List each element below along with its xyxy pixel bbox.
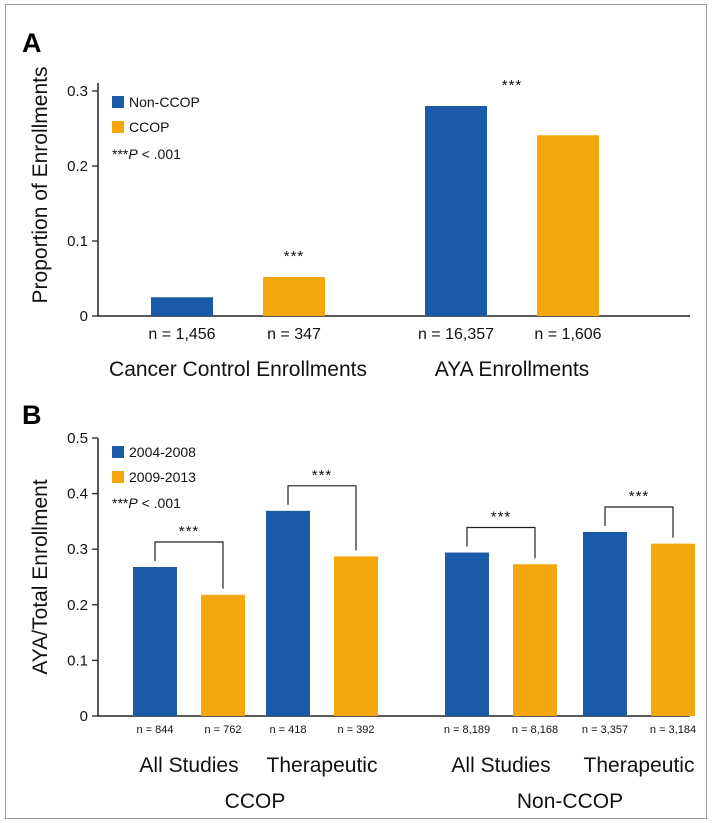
panel-b-bar — [583, 531, 627, 716]
panel-b-group-label: Therapeutic — [267, 754, 378, 777]
panel-b-bar — [266, 510, 310, 716]
panel-b-ylabel: AYA/Total Enrollment — [29, 479, 52, 674]
panel-b-category-label: Non-CCOP — [517, 790, 623, 813]
panel-b-n-label: n = 3,357 — [582, 724, 628, 736]
panel-a-y-tick-label: 0 — [80, 308, 88, 325]
panel-b-n-label: n = 844 — [136, 724, 173, 736]
panel-a-bar — [537, 135, 599, 316]
panel-b-significance-bracket — [604, 506, 674, 538]
panel-b-n-label: n = 8,168 — [512, 724, 558, 736]
panel-b-bar — [445, 552, 489, 716]
panel-b-y-tick-label: 0.1 — [67, 652, 88, 669]
legend-label-2009-2013: 2009-2013 — [129, 469, 196, 485]
legend-swatch-2009-2013 — [112, 471, 124, 483]
panel-a-significance-star: *** — [284, 248, 305, 265]
panel-b-y-tick-label: 0 — [80, 708, 88, 725]
panel-b-y-tick-label: 0.4 — [67, 486, 88, 503]
panel-a-letter: A — [22, 28, 42, 58]
chart-marks: 0 0.1 0.2 0.3 n = 1,456 n = 347 *** Cancer Cont… — [67, 77, 696, 813]
panel-a-y-tick-label: 0.2 — [67, 158, 88, 175]
panel-b-n-label: n = 762 — [204, 724, 241, 736]
panel-a-n-label: n = 1,606 — [534, 326, 601, 343]
panel-b-group-label: All Studies — [451, 754, 550, 777]
panel-b-significance-bracket — [287, 485, 357, 551]
panel-b-significance-bracket — [466, 526, 536, 559]
panel-b-category-label: CCOP — [225, 790, 286, 813]
panel-b-group-label: Therapeutic — [584, 754, 695, 777]
panel-b-y-tick-label: 0.3 — [67, 541, 88, 558]
panel-a-ylabel: Proportion of Enrollments — [29, 67, 52, 304]
significance-note-a: ***P < .001 — [112, 146, 181, 162]
panel-b-n-label: n = 8,189 — [444, 724, 490, 736]
panel-a-group-label: Cancer Control Enrollments — [109, 358, 367, 381]
panel-a-group-label: AYA Enrollments — [435, 358, 589, 381]
legend-swatch-2004-2008 — [112, 446, 124, 458]
panel-b-n-label: n = 418 — [269, 724, 306, 736]
legend-label-2004-2008: 2004-2008 — [129, 444, 196, 460]
panel-a-y-tick-label: 0.3 — [67, 83, 88, 100]
panel-b-bar — [513, 564, 557, 716]
panel-a-y-tick-label: 0.1 — [67, 233, 88, 250]
panel-b-n-label: n = 392 — [337, 724, 374, 736]
panel-a-bar — [263, 277, 325, 316]
panel-b-bar — [133, 566, 177, 716]
panel-b-y-tick-label: 0.5 — [67, 430, 88, 447]
panel-b-y-tick-label: 0.2 — [67, 597, 88, 614]
panel-b-significance-star: *** — [312, 467, 333, 484]
panel-a-n-label: n = 16,357 — [418, 326, 494, 343]
panel-b-bar — [201, 594, 245, 716]
panel-b-significance-star: *** — [629, 488, 650, 505]
panel-a-n-label: n = 1,456 — [148, 326, 215, 343]
panel-b-n-label: n = 3,184 — [650, 724, 696, 736]
panel-b-significance-star: *** — [179, 523, 200, 540]
significance-note-b: ***P < .001 — [112, 495, 181, 511]
legend-label-non-ccop: Non-CCOP — [129, 94, 200, 110]
panel-b-bar — [651, 543, 695, 716]
panel-b-group-label: All Studies — [139, 754, 238, 777]
panel-a-n-label: n = 347 — [267, 326, 321, 343]
panel-b-significance-star: *** — [491, 509, 512, 526]
panel-b-significance-bracket — [154, 541, 224, 589]
panel-a-bar — [151, 297, 213, 316]
legend-label-ccop: CCOP — [129, 119, 169, 135]
panel-a-bar — [425, 106, 487, 316]
legend-swatch-ccop — [112, 121, 124, 133]
panel-a-significance-star: *** — [502, 77, 523, 94]
panel-b-bar — [334, 556, 378, 716]
legend-swatch-non-ccop — [112, 96, 124, 108]
panel-b-letter: B — [22, 400, 42, 430]
